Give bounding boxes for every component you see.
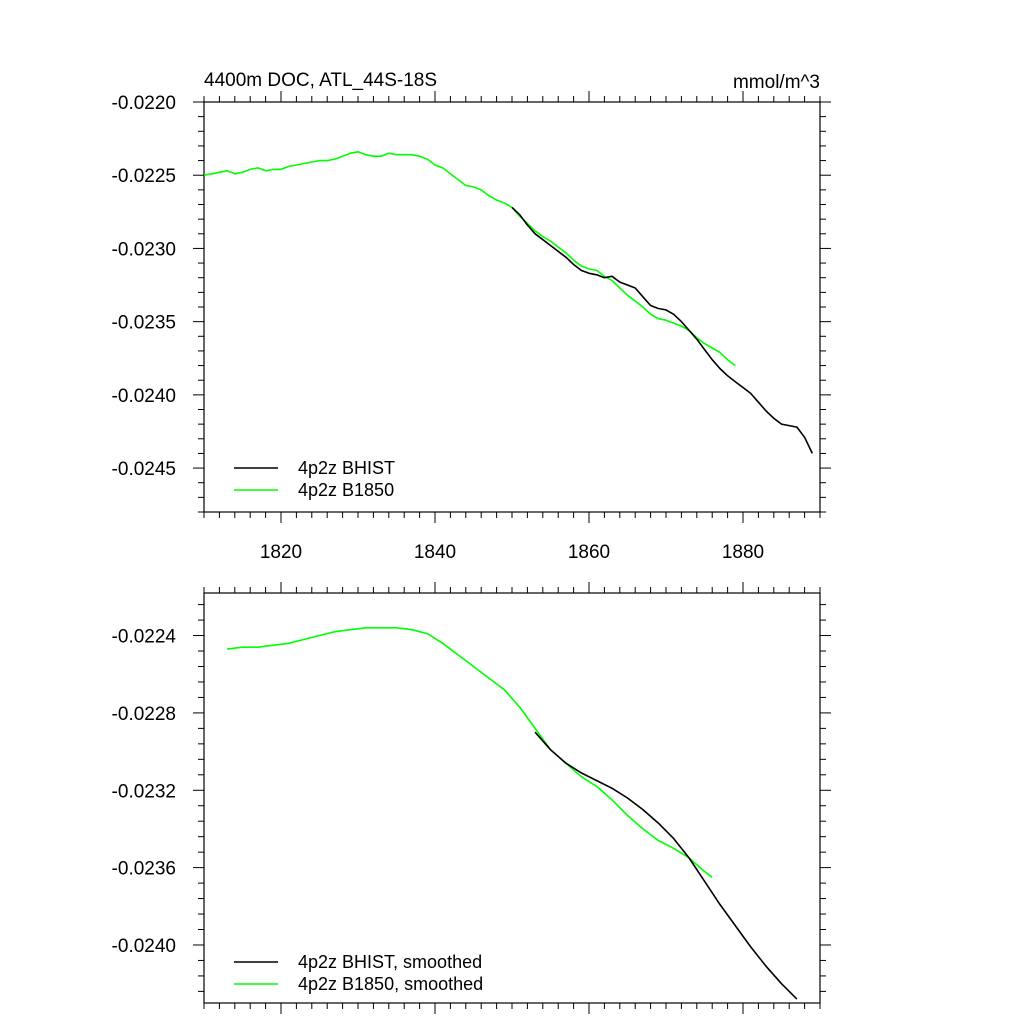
y-tick-label: -0.0230 — [112, 239, 176, 260]
bottom-panel: -0.0224 -0.0228 -0.0232 -0.0236 -0.0240 4p2z … — [112, 582, 831, 1014]
y-tick-label: -0.0232 — [112, 781, 176, 802]
series-line-4p2z-b1850-smoothed — [227, 626, 713, 878]
plot-frame — [203, 592, 821, 1004]
plot-frame — [203, 101, 821, 513]
x-tick-label: 1880 — [722, 542, 764, 563]
x-tick-label: 1840 — [414, 542, 456, 563]
legend-label: 4p2z BHIST, smoothed — [298, 952, 482, 972]
y-tick-label: -0.0240 — [112, 936, 176, 957]
series-line-4p2z-bhist — [511, 206, 814, 454]
x-tick-label: 1820 — [260, 542, 302, 563]
y-tick-label: -0.0220 — [112, 93, 176, 114]
units-label: mmol/m^3 — [733, 72, 820, 93]
legend-label: 4p2z B1850, smoothed — [298, 974, 483, 994]
y-tick-label: -0.0245 — [112, 459, 176, 480]
y-tick-label: -0.0235 — [112, 313, 176, 334]
legend-label: 4p2z B1850 — [298, 480, 394, 500]
series-line-4p2z-b1850 — [204, 151, 736, 367]
legend-label: 4p2z BHIST — [298, 458, 395, 478]
y-tick-label: -0.0224 — [112, 627, 177, 648]
y-tick-label: -0.0236 — [112, 859, 176, 880]
y-tick-label: -0.0225 — [112, 166, 176, 187]
x-tick-label: 1860 — [568, 542, 610, 563]
top-panel: -0.0220 -0.0225 -0.0230 -0.0235 -0.0240 -0.02… — [112, 70, 831, 563]
chart-title: 4400m DOC, ATL_44S-18S — [204, 70, 437, 91]
series-line-4p2z-bhist-smoothed — [534, 731, 798, 1000]
y-tick-label: -0.0228 — [112, 704, 176, 725]
y-tick-label: -0.0240 — [112, 386, 176, 407]
